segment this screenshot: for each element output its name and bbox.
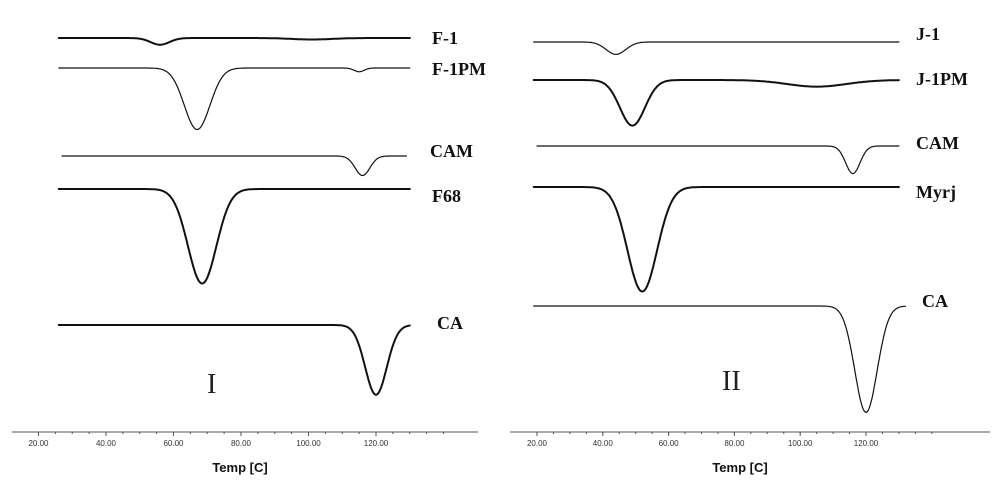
x-tick-label: 100.00 <box>788 439 813 448</box>
curve-f68 <box>57 188 411 285</box>
curve-j-1 <box>533 41 900 55</box>
curve-ca <box>533 305 907 413</box>
x-tick-label: 20.00 <box>28 439 49 448</box>
x-tick-label: 100.00 <box>296 439 321 448</box>
curve-f-1pm <box>58 67 411 131</box>
series-label-f-1pm: F-1PM <box>432 59 486 79</box>
x-tick-label: 40.00 <box>96 439 117 448</box>
series-label-j-1pm: J-1PM <box>916 69 968 89</box>
curve-j-1pm <box>532 79 900 127</box>
panel-label: I <box>207 369 216 400</box>
panel-I: F-1 F-1PM CAM F68 CA 20.00 40.00 60.00 80.00 100.… <box>12 28 486 475</box>
x-tick-label: 80.00 <box>724 439 745 448</box>
x-axis-title: Temp [C] <box>712 460 767 475</box>
x-axis-title: Temp [C] <box>212 460 267 475</box>
x-tick-label: 60.00 <box>659 439 680 448</box>
curve-myrj <box>532 186 900 293</box>
series-label-f-1: F-1 <box>432 28 458 48</box>
x-tick-label: 120.00 <box>364 439 389 448</box>
x-tick-label: 60.00 <box>163 439 184 448</box>
series-label-cam: CAM <box>430 141 473 161</box>
series-label-cam: CAM <box>916 133 959 153</box>
x-tick-label: 80.00 <box>231 439 252 448</box>
panel-II: J-1 J-1PM CAM Myrj CA 20.00 40.00 60.00 80.00 100… <box>510 24 990 475</box>
panel-label: II <box>722 366 741 397</box>
x-tick-label: 40.00 <box>593 439 614 448</box>
curve-f-1 <box>57 37 411 46</box>
curve-cam <box>61 155 407 177</box>
curve-ca <box>57 324 411 396</box>
x-tick-label: 20.00 <box>527 439 548 448</box>
curve-cam <box>536 145 900 175</box>
x-tick-label: 120.00 <box>854 439 879 448</box>
series-label-ca: CA <box>922 291 948 311</box>
series-label-j-1: J-1 <box>916 24 940 44</box>
series-label-f68: F68 <box>432 186 461 206</box>
series-label-myrj: Myrj <box>916 182 956 202</box>
series-label-ca: CA <box>437 313 463 333</box>
